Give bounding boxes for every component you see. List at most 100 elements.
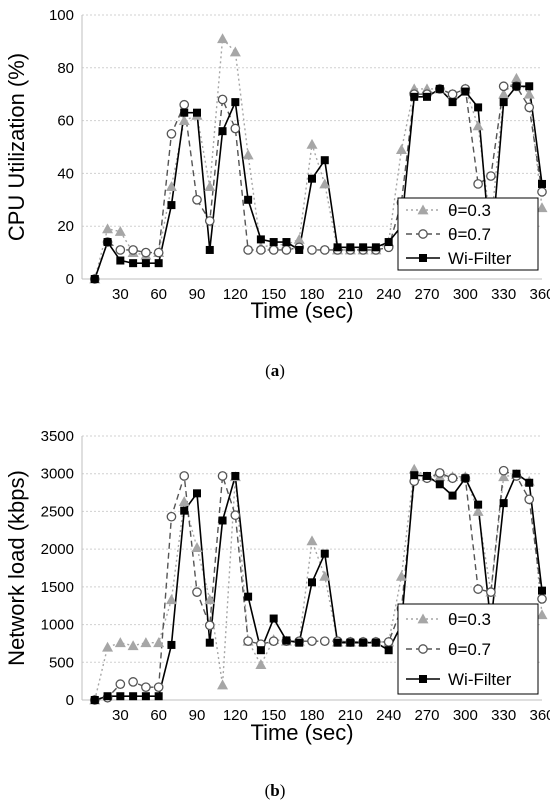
x-tick-label: 120 <box>223 286 248 303</box>
data-point-series-3 <box>167 640 176 649</box>
data-point-series-3 <box>244 195 253 204</box>
legend-swatch-marker <box>417 613 429 624</box>
series-line-2 <box>94 85 543 280</box>
series-line-2 <box>94 469 543 701</box>
data-point-series-1 <box>127 640 139 651</box>
x-axis-title: Time (sec) <box>250 298 353 323</box>
data-point-series-3 <box>371 243 380 252</box>
data-point-series-3 <box>231 471 240 480</box>
caption-letter: b <box>270 781 279 800</box>
data-point-series-1 <box>191 542 203 553</box>
data-point-series-3 <box>141 259 150 268</box>
legend-swatch-marker <box>417 204 429 215</box>
data-point-series-3 <box>371 638 380 647</box>
x-tick-label: 90 <box>189 707 206 724</box>
data-point-series-3 <box>423 471 431 480</box>
data-point-series-1 <box>498 471 510 482</box>
x-tick-label: 240 <box>376 286 401 303</box>
data-point-series-2 <box>243 636 253 647</box>
data-point-series-1 <box>319 178 331 189</box>
data-point-series-3 <box>244 592 253 601</box>
data-point-series-3 <box>269 238 278 247</box>
x-tick-label: 270 <box>414 286 439 303</box>
x-tick-label: 330 <box>491 286 516 303</box>
data-point-series-3 <box>103 238 112 247</box>
data-point-series-2 <box>524 102 535 113</box>
data-point-series-3 <box>129 259 138 268</box>
figure-caption: (a) <box>265 361 285 380</box>
legend-label: Wi-Filter <box>448 670 512 689</box>
legend-swatch-marker <box>419 254 427 262</box>
data-point-series-2 <box>230 510 241 521</box>
y-tick-label: 60 <box>57 113 74 130</box>
data-point-series-2 <box>319 245 330 255</box>
data-point-series-2 <box>473 179 483 189</box>
data-point-series-3 <box>359 243 368 252</box>
data-point-series-2 <box>243 245 253 255</box>
data-point-series-3 <box>499 98 508 107</box>
data-point-series-3 <box>154 259 163 268</box>
y-tick-label: 2500 <box>41 503 74 520</box>
data-point-series-2 <box>307 636 317 647</box>
data-point-series-3 <box>410 92 419 101</box>
data-point-series-2 <box>473 584 483 594</box>
data-point-series-2 <box>268 636 279 647</box>
data-point-series-1 <box>510 72 522 83</box>
data-point-series-3 <box>295 638 304 647</box>
data-point-series-2 <box>268 245 279 255</box>
data-point-series-2 <box>230 123 241 134</box>
data-point-series-1 <box>319 570 331 581</box>
data-point-series-3 <box>218 127 227 136</box>
data-point-series-3 <box>167 201 176 210</box>
legend-label: Wi-Filter <box>448 249 512 268</box>
data-point-series-3 <box>525 478 534 487</box>
data-point-series-1 <box>165 181 177 191</box>
y-axis-title: CPU Utilization (%) <box>4 53 29 241</box>
y-tick-label: 3000 <box>41 466 74 483</box>
data-point-series-1 <box>395 144 407 155</box>
data-point-series-3 <box>320 549 329 558</box>
data-point-series-2 <box>217 471 228 481</box>
data-point-series-3 <box>308 578 316 587</box>
data-point-series-3 <box>525 82 534 91</box>
data-point-series-1 <box>178 496 190 507</box>
data-point-series-2 <box>281 245 292 255</box>
data-point-series-3 <box>359 638 368 647</box>
data-point-series-2 <box>153 682 164 693</box>
data-point-series-1 <box>293 233 305 244</box>
y-tick-label: 100 <box>49 7 74 24</box>
x-tick-label: 270 <box>414 707 439 724</box>
x-tick-label: 120 <box>223 707 248 724</box>
data-point-series-1 <box>102 223 114 234</box>
chart-panel-b: 0 500 1000 1500 2000 2500 3000 3500 30 60 90 120 150… <box>4 428 550 800</box>
x-tick-label: 210 <box>338 286 363 303</box>
data-point-series-2 <box>141 682 151 693</box>
data-point-series-3 <box>384 238 393 247</box>
data-point-series-2 <box>498 81 509 92</box>
data-point-series-2 <box>447 473 458 484</box>
data-point-series-2 <box>166 128 177 139</box>
data-point-series-3 <box>205 638 214 647</box>
data-point-series-1 <box>523 88 535 99</box>
y-tick-label: 0 <box>66 692 74 709</box>
x-tick-label: 240 <box>376 707 401 724</box>
data-point-series-3 <box>193 489 201 498</box>
data-point-series-3 <box>282 238 291 247</box>
legend-swatch-marker <box>418 229 428 239</box>
legend-label: θ=0.7 <box>448 225 491 244</box>
data-point-series-3 <box>333 243 342 252</box>
data-point-series-1 <box>204 594 216 605</box>
data-point-series-2 <box>537 594 547 604</box>
legend-swatch-marker <box>418 644 428 654</box>
data-point-series-2 <box>115 679 126 690</box>
data-point-series-3 <box>256 235 265 244</box>
caption-paren-open: ( <box>265 361 271 380</box>
data-point-series-1 <box>498 88 510 99</box>
y-tick-label: 1500 <box>41 579 74 596</box>
data-point-series-3 <box>154 692 163 701</box>
data-point-series-3 <box>346 638 355 647</box>
legend-label: θ=0.3 <box>448 610 491 629</box>
x-tick-label: 210 <box>338 707 363 724</box>
data-point-series-3 <box>423 92 431 101</box>
data-point-series-3 <box>538 586 546 595</box>
